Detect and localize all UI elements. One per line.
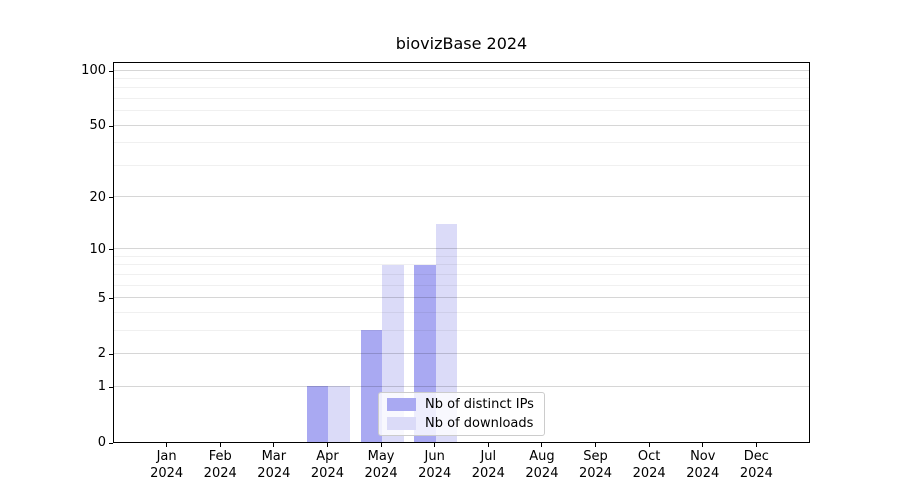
x-tick-aug (541, 443, 543, 447)
x-tick-jun (434, 443, 436, 447)
bars-layer (114, 63, 809, 442)
y-tick-label-1: 1 (97, 379, 106, 395)
legend-swatch-distinct-ips (387, 398, 416, 411)
x-tick-jul (487, 443, 489, 447)
y-tick-label-100: 100 (81, 63, 106, 79)
legend-item-distinct-ips: Nb of distinct IPs (387, 396, 536, 412)
x-tick-label-may: May 2024 (364, 449, 398, 481)
x-tick-label-oct: Oct 2024 (632, 449, 666, 481)
y-tick-label-0: 0 (97, 435, 106, 450)
x-tick-jan (166, 443, 168, 447)
legend: Nb of distinct IPs Nb of downloads (378, 392, 545, 436)
y-tick-2 (109, 353, 113, 355)
y-tick-100 (109, 70, 113, 72)
x-tick-label-jun: Jun 2024 (418, 449, 452, 481)
x-tick-sep (595, 443, 597, 447)
x-tick-feb (219, 443, 221, 447)
legend-label-downloads: Nb of downloads (425, 415, 534, 431)
x-tick-may (380, 443, 382, 447)
bar-apr-downloads (328, 386, 350, 442)
y-tick-label-20: 20 (89, 189, 106, 205)
y-tick-label-2: 2 (97, 346, 106, 362)
x-tick-label-nov: Nov 2024 (686, 449, 720, 481)
x-tick-label-apr: Apr 2024 (310, 449, 344, 481)
x-tick-label-mar: Mar 2024 (257, 449, 291, 481)
plot-area (113, 62, 810, 443)
x-tick-nov (702, 443, 704, 447)
bar-jun-downloads (435, 223, 458, 442)
x-tick-mar (273, 443, 275, 447)
x-tick-label-jul: Jul 2024 (471, 449, 505, 481)
x-tick-apr (326, 443, 328, 447)
y-tick-50 (109, 125, 113, 127)
legend-item-downloads: Nb of downloads (387, 415, 536, 431)
x-tick-dec (755, 443, 757, 447)
chart-title: biovizBase 2024 (395, 34, 528, 53)
y-tick-label-50: 50 (89, 118, 106, 134)
bar-may-distinct-ips (360, 330, 383, 442)
x-tick-label-aug: Aug 2024 (525, 449, 559, 481)
y-tick-label-10: 10 (89, 241, 106, 257)
x-tick-label-sep: Sep 2024 (578, 449, 613, 481)
x-tick-oct (648, 443, 650, 447)
y-tick-5 (109, 298, 113, 300)
y-tick-20 (109, 197, 113, 199)
y-tick-0 (109, 442, 113, 444)
bar-apr-distinct-ips (307, 386, 329, 442)
x-tick-label-jan: Jan 2024 (150, 449, 184, 481)
x-tick-label-dec: Dec 2024 (739, 449, 773, 481)
legend-label-distinct-ips: Nb of distinct IPs (425, 396, 534, 412)
y-tick-1 (109, 386, 113, 388)
y-tick-label-5: 5 (97, 290, 106, 306)
y-tick-10 (109, 249, 113, 251)
x-tick-label-feb: Feb 2024 (203, 449, 237, 481)
legend-swatch-downloads (387, 417, 416, 430)
